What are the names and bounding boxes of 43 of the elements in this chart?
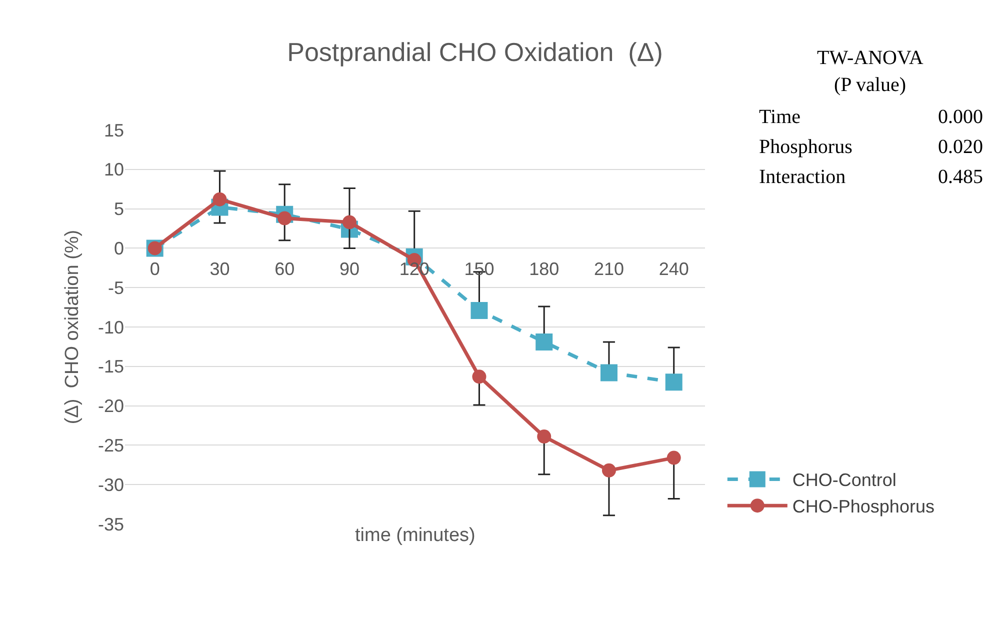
y-tick-label: 0 [114, 238, 124, 258]
text: 0.000 [938, 106, 983, 128]
x-tick-label: 240 [658, 259, 689, 280]
x-tick-label: 210 [594, 259, 624, 280]
chart-title: Postprandial CHO Oxidation (Δ) [287, 37, 663, 68]
y-axis-title: (Δ) CHO oxidation (%) [62, 230, 83, 424]
point [536, 333, 553, 350]
y-tick-label: -30 [98, 474, 124, 495]
x-tick-label: 180 [529, 259, 560, 280]
point [342, 215, 356, 230]
point [600, 364, 618, 382]
x-axis-title: time (minutes) [355, 525, 476, 546]
y-tick-label: 15 [104, 120, 124, 140]
x-tick-label: 150 [464, 259, 494, 280]
text: Time [759, 106, 801, 128]
point [278, 211, 292, 226]
y-tick-label: -5 [108, 278, 124, 298]
legend-label: CHO-Phosphorus [792, 496, 934, 517]
text: Phosphorus [759, 136, 853, 158]
text: 0.020 [938, 136, 983, 158]
point [472, 370, 486, 384]
y-tick-label: 10 [104, 160, 124, 180]
x-tick-label: 0 [150, 259, 160, 280]
y-tick-label: -15 [98, 356, 124, 377]
point [470, 302, 488, 319]
text: (P value) [834, 74, 906, 96]
y-tick-label: -10 [98, 317, 124, 338]
y-tick-label: -25 [98, 436, 124, 456]
point [212, 192, 227, 206]
y-tick-label: 5 [114, 199, 124, 220]
point [537, 430, 552, 444]
text: 0.485 [938, 166, 983, 188]
x-tick-label: 60 [274, 259, 295, 280]
point [665, 374, 682, 391]
legend-label: CHO-Control [792, 470, 896, 490]
x-tick-label: 30 [210, 259, 230, 280]
text: TW-ANOVA [817, 47, 924, 69]
y-tick-label: -35 [98, 514, 124, 534]
point [666, 450, 681, 465]
text: Interaction [759, 166, 846, 188]
y-tick-label: -20 [98, 396, 124, 416]
x-tick-label: 90 [339, 259, 360, 280]
point [602, 463, 616, 478]
